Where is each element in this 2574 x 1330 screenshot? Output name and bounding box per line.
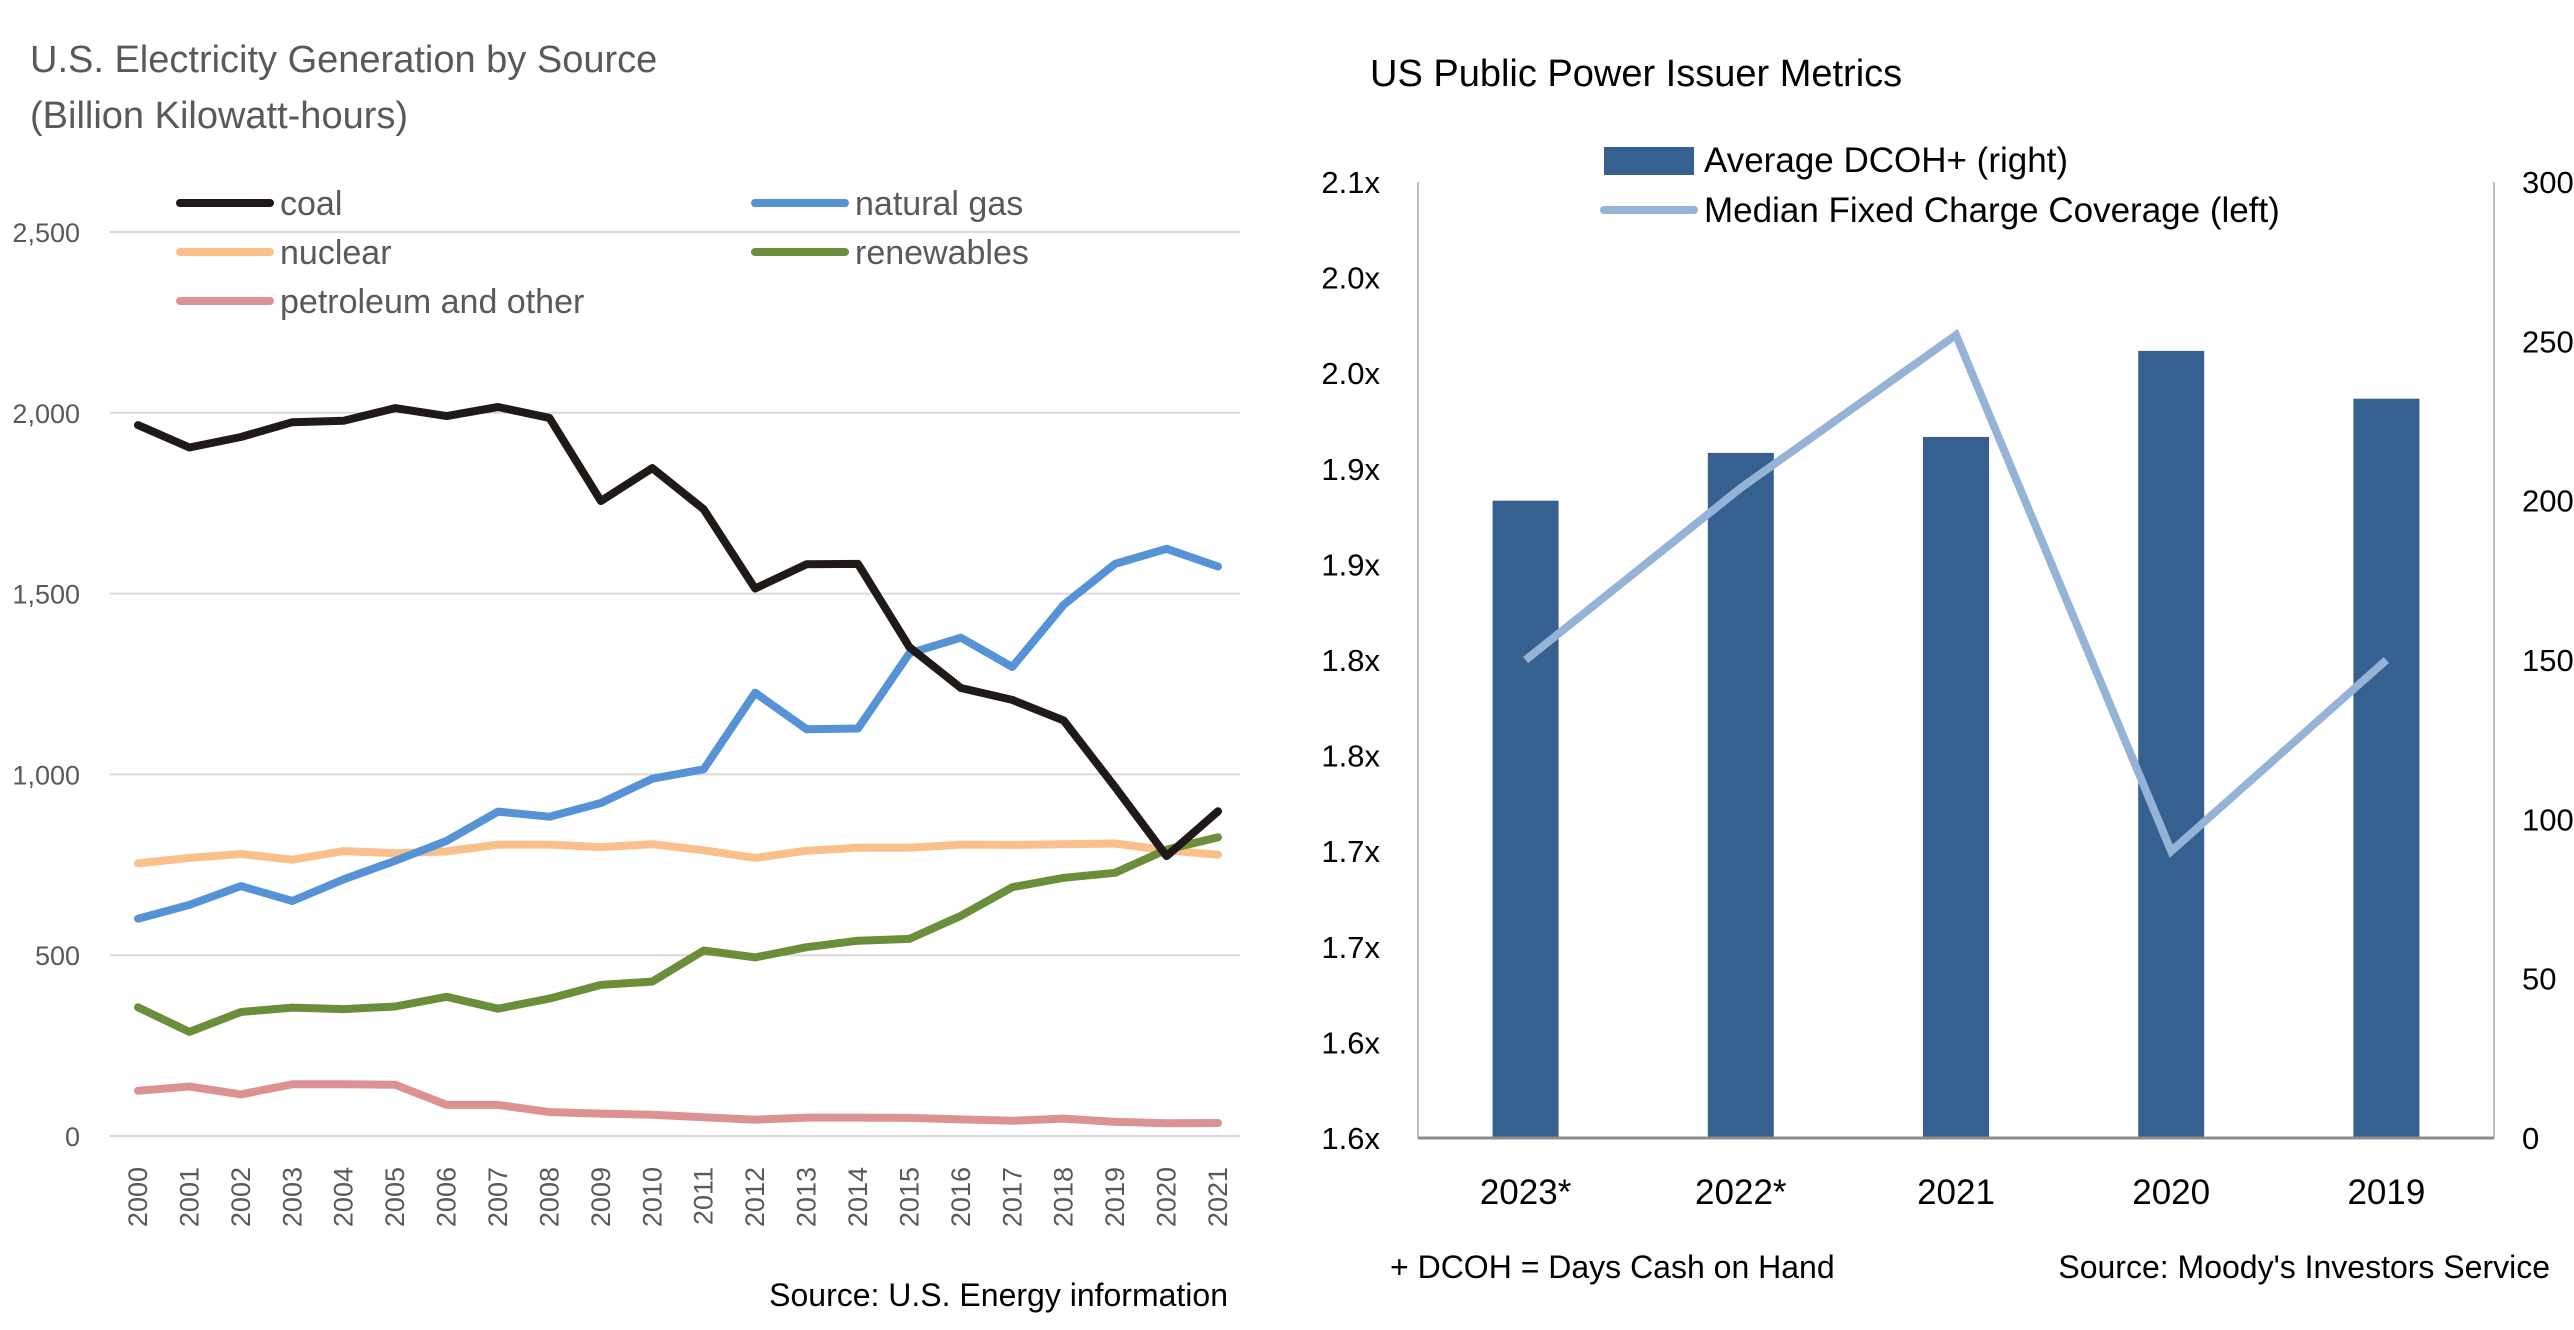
left-y-tick-label: 1,000 — [12, 760, 80, 790]
right-left-tick-label: 1.8x — [1321, 643, 1380, 678]
right-bar — [2353, 398, 2420, 1138]
electricity-generation-chart: U.S. Electricity Generation by Source (B… — [12, 39, 1240, 1313]
left-y-axis-ticks: 0 500 1,000 1,500 2,000 2,500 — [12, 218, 80, 1152]
right-category-label: 2020 — [2132, 1173, 2210, 1212]
right-right-tick-label: 0 — [2522, 1121, 2539, 1156]
right-coverage-line — [1523, 328, 2390, 858]
left-legend-label: natural gas — [855, 185, 1023, 223]
right-right-tick-label: 150 — [2522, 643, 2574, 678]
right-bar — [2138, 350, 2205, 1139]
left-x-tick-label: 2001 — [174, 1167, 204, 1227]
right-chart-title: US Public Power Issuer Metrics — [1370, 53, 1902, 95]
right-right-tick-label: 100 — [2522, 802, 2574, 837]
left-legend-label: nuclear — [280, 234, 392, 272]
left-x-tick-label: 2020 — [1152, 1167, 1182, 1227]
left-x-tick-label: 2003 — [277, 1167, 307, 1227]
left-y-tick-label: 0 — [65, 1122, 80, 1152]
right-left-tick-label: 1.9x — [1321, 452, 1380, 487]
left-chart-title: U.S. Electricity Generation by Source — [30, 39, 657, 81]
left-x-tick-label: 2006 — [432, 1167, 462, 1227]
left-x-tick-label: 2016 — [946, 1167, 976, 1227]
left-series-line-coal — [134, 403, 1222, 861]
right-category-ticks: 2023* 2022* 2021 2020 2019 — [1480, 1173, 2425, 1212]
right-left-axis-ticks: 1.6x 1.6x 1.7x 1.7x 1.8x 1.8x 1.9x 1.9x 2.0x 2.0x… — [1321, 165, 1380, 1156]
left-chart-subtitle: (Billion Kilowatt-hours) — [30, 95, 408, 137]
right-right-tick-label: 50 — [2522, 962, 2556, 997]
right-left-tick-label: 2.0x — [1321, 261, 1380, 296]
right-chart-footnote: + DCOH = Days Cash on Hand — [1390, 1249, 1835, 1285]
right-left-tick-label: 2.0x — [1321, 356, 1380, 391]
left-x-tick-label: 2010 — [637, 1167, 667, 1227]
left-gridlines — [110, 231, 1240, 1137]
right-left-tick-label: 2.1x — [1321, 165, 1380, 200]
left-x-tick-label: 2014 — [843, 1167, 873, 1227]
left-legend-label: coal — [280, 185, 342, 223]
left-series-line-renewables — [134, 833, 1222, 1036]
right-right-tick-label: 250 — [2522, 324, 2574, 359]
left-chart-source: Source: U.S. Energy information — [769, 1277, 1228, 1313]
left-x-tick-label: 2012 — [740, 1167, 770, 1227]
left-x-tick-label: 2007 — [483, 1167, 513, 1227]
right-right-tick-label: 200 — [2522, 484, 2574, 519]
right-left-tick-label: 1.7x — [1321, 930, 1380, 965]
left-x-tick-label: 2018 — [1049, 1167, 1079, 1227]
left-legend: coal natural gas nuclear renewables petroleu… — [176, 185, 1029, 321]
left-x-tick-label: 2011 — [689, 1167, 719, 1225]
right-right-axis-ticks: 0 50 100 150 200 250 300 — [2522, 165, 2574, 1156]
left-legend-label: petroleum and other — [280, 283, 584, 321]
left-x-tick-label: 2021 — [1203, 1167, 1233, 1227]
right-category-label: 2019 — [2347, 1173, 2425, 1212]
left-y-tick-label: 2,500 — [12, 218, 80, 248]
right-left-tick-label: 1.6x — [1321, 1121, 1380, 1156]
right-legend-bar-label: Average DCOH+ (right) — [1704, 141, 2068, 180]
right-bar — [1492, 500, 1559, 1139]
left-series-line-natural-gas — [134, 544, 1222, 923]
right-coverage-polyline — [1523, 328, 2390, 858]
left-x-tick-label: 2004 — [329, 1167, 359, 1227]
right-bar — [1923, 436, 1989, 1138]
issuer-metrics-chart: US Public Power Issuer Metrics Average D… — [1321, 53, 2573, 1285]
left-x-tick-label: 2017 — [997, 1167, 1027, 1227]
right-left-tick-label: 1.7x — [1321, 834, 1380, 869]
right-category-label: 2022* — [1695, 1173, 1787, 1212]
right-legend-bar-swatch — [1604, 147, 1694, 175]
left-legend-label: renewables — [855, 234, 1029, 272]
right-bar — [1707, 452, 1774, 1138]
right-legend-line-label: Median Fixed Charge Coverage (left) — [1704, 191, 2280, 230]
right-left-tick-label: 1.8x — [1321, 739, 1380, 774]
right-bars — [1492, 350, 2420, 1139]
left-series-line-petroleum-and-other — [134, 1080, 1222, 1128]
left-y-tick-label: 500 — [35, 941, 80, 971]
left-x-tick-label: 2009 — [586, 1167, 616, 1227]
right-category-label: 2023* — [1480, 1173, 1572, 1212]
right-chart-source: Source: Moody's Investors Service — [2058, 1249, 2550, 1285]
left-x-axis-ticks: 2000 2001 2002 2003 2004 2005 2006 2007 2008 2009… — [123, 1167, 1233, 1227]
right-right-tick-label: 300 — [2522, 165, 2574, 200]
left-series-line-nuclear — [134, 839, 1222, 868]
right-category-label: 2021 — [1917, 1173, 1995, 1212]
left-x-tick-label: 2002 — [226, 1167, 256, 1227]
left-x-tick-label: 2013 — [792, 1167, 822, 1227]
left-y-tick-label: 1,500 — [12, 580, 80, 610]
right-axes — [1417, 182, 2495, 1140]
left-x-tick-label: 2015 — [894, 1167, 924, 1227]
left-x-tick-label: 2008 — [534, 1167, 564, 1227]
left-y-tick-label: 2,000 — [12, 399, 80, 429]
left-x-tick-label: 2005 — [380, 1167, 410, 1227]
left-series-lines — [134, 403, 1222, 1128]
right-legend: Average DCOH+ (right) Median Fixed Charge… — [1600, 141, 2280, 230]
left-x-tick-label: 2019 — [1100, 1167, 1130, 1227]
right-left-tick-label: 1.6x — [1321, 1025, 1380, 1060]
right-left-tick-label: 1.9x — [1321, 547, 1380, 582]
left-x-tick-label: 2000 — [123, 1167, 153, 1227]
